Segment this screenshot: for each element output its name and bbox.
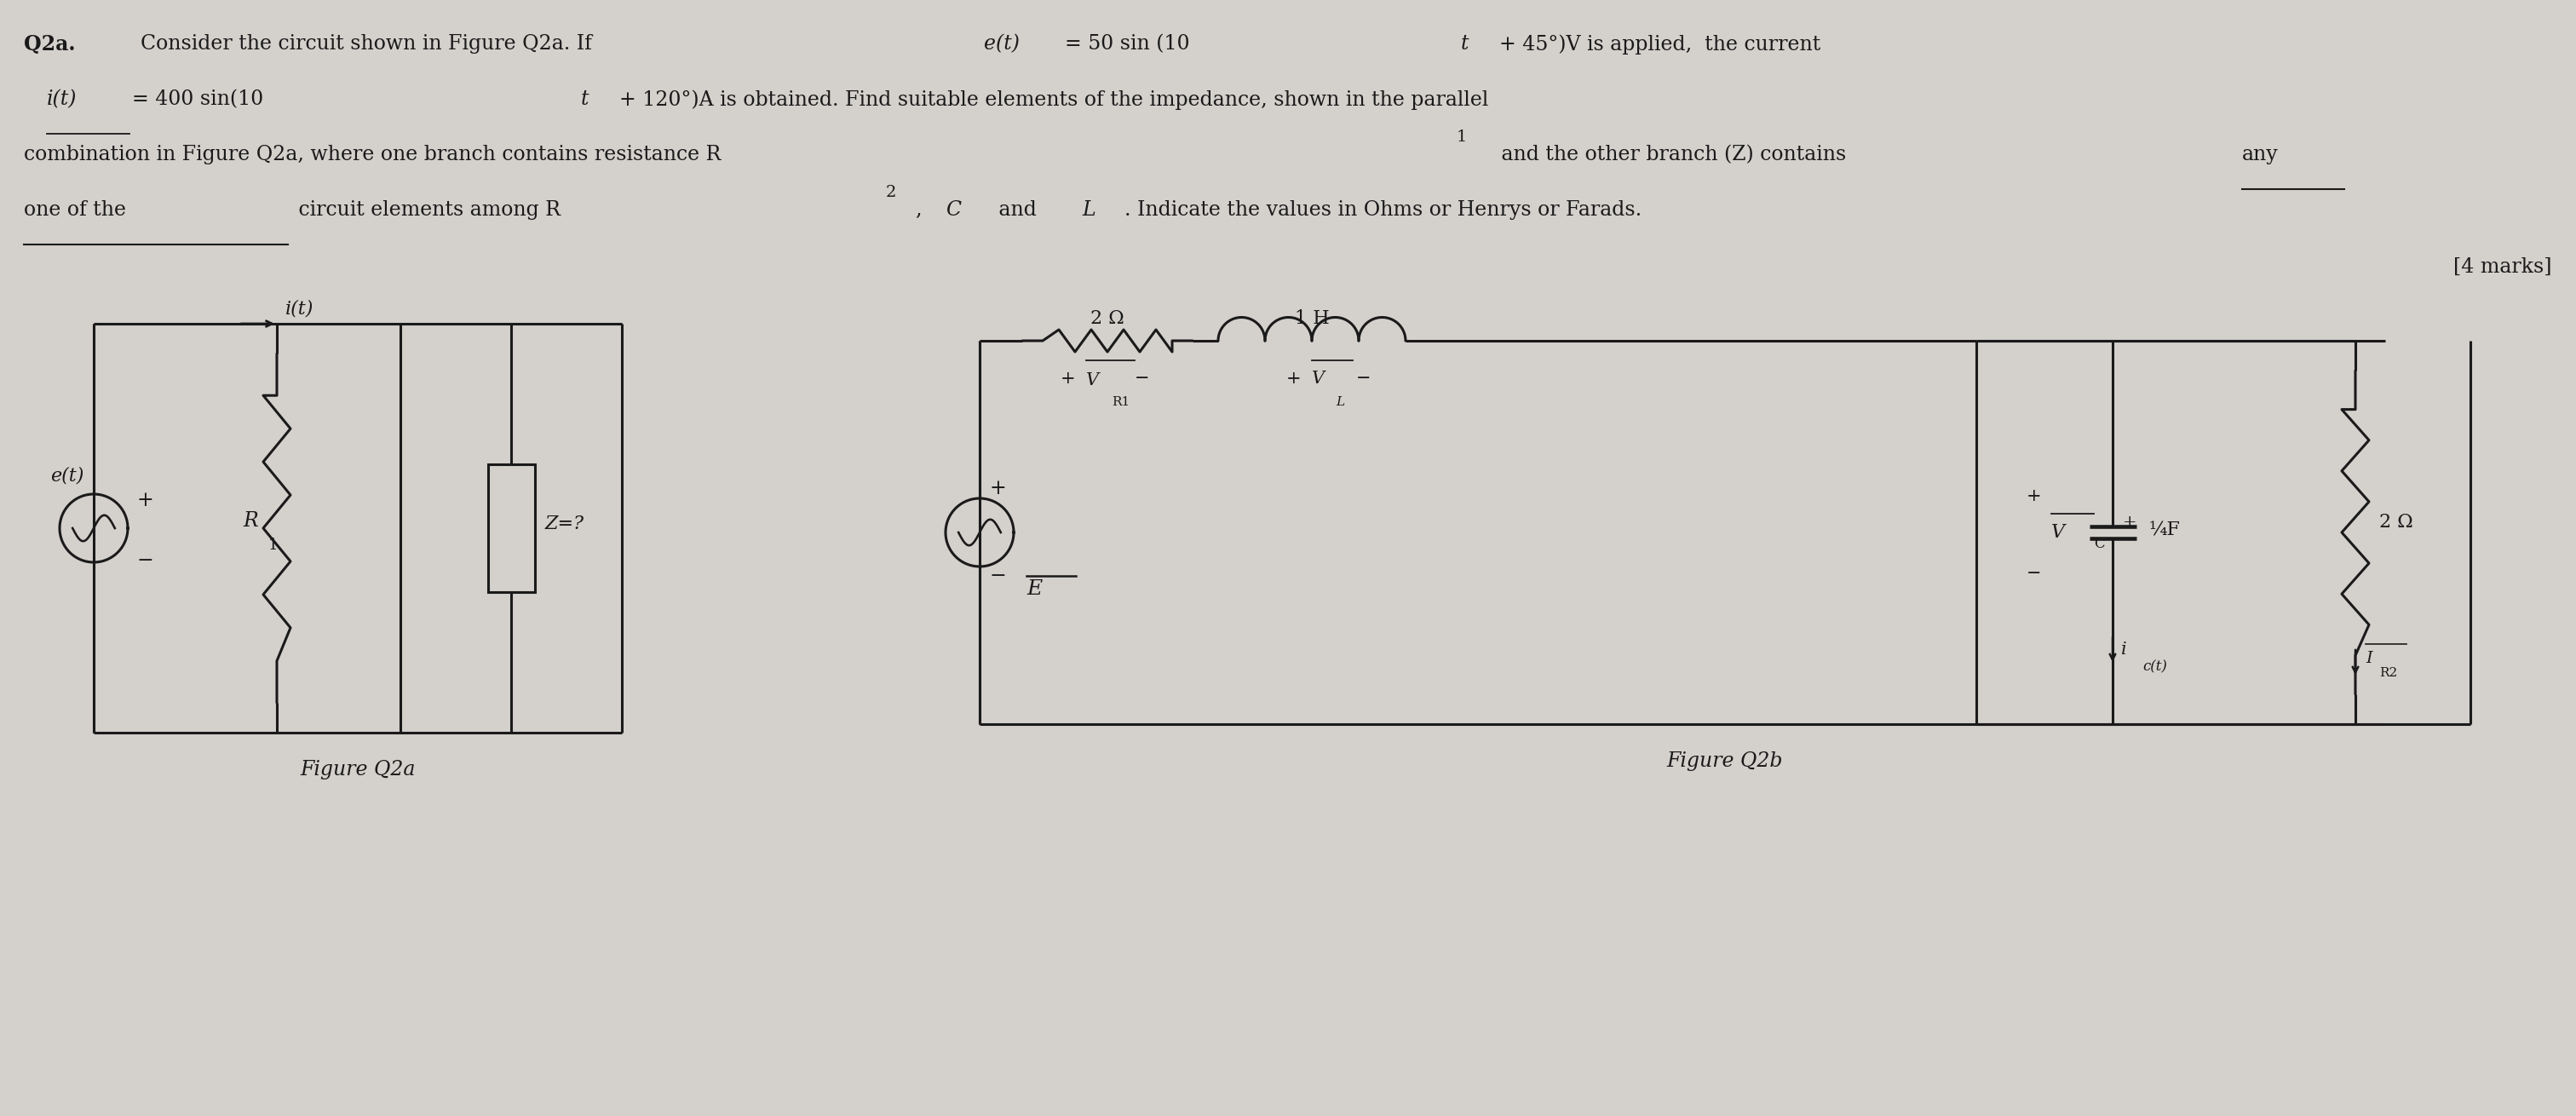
Text: Z=?: Z=? — [546, 514, 585, 533]
Text: V: V — [1087, 373, 1100, 388]
Text: −: − — [1133, 371, 1149, 387]
Text: e(t): e(t) — [49, 466, 82, 484]
Text: t: t — [1461, 35, 1468, 54]
Text: and the other branch (Z) contains: and the other branch (Z) contains — [1494, 145, 1852, 164]
Text: +: + — [2025, 489, 2040, 504]
Text: I: I — [2365, 651, 2372, 666]
Text: 1 H: 1 H — [1296, 309, 1329, 328]
Text: + 45°)V is applied,  the current: + 45°)V is applied, the current — [1499, 35, 1821, 54]
Text: Q2a.: Q2a. — [23, 35, 75, 55]
Text: any: any — [2241, 145, 2280, 164]
Text: C: C — [945, 200, 961, 220]
Text: i(t): i(t) — [286, 300, 314, 318]
Text: +: + — [1285, 371, 1301, 387]
Text: 1: 1 — [268, 538, 278, 552]
Text: . Indicate the values in Ohms or Henrys or Farads.: . Indicate the values in Ohms or Henrys … — [1126, 200, 1641, 220]
Text: and: and — [992, 200, 1043, 220]
Text: e(t): e(t) — [984, 35, 1020, 54]
Text: Figure Q2b: Figure Q2b — [1667, 751, 1783, 771]
Text: +: + — [1061, 371, 1077, 387]
Text: L: L — [1337, 396, 1345, 408]
Text: one of the: one of the — [23, 200, 126, 220]
Text: c(t): c(t) — [2143, 660, 2166, 674]
Text: ,: , — [914, 200, 935, 220]
Text: 1: 1 — [1455, 129, 1468, 145]
Text: E: E — [1025, 579, 1043, 599]
Text: V: V — [1311, 371, 1324, 387]
Text: combination in Figure Q2a, where one branch contains resistance R: combination in Figure Q2a, where one bra… — [23, 145, 721, 164]
Text: V: V — [2050, 523, 2066, 541]
Text: R: R — [242, 511, 258, 531]
Text: +: + — [2123, 514, 2138, 530]
Text: = 50 sin (10: = 50 sin (10 — [1064, 35, 1190, 54]
Text: i(t): i(t) — [46, 89, 77, 109]
Text: −: − — [989, 567, 1007, 587]
Text: [4 marks]: [4 marks] — [2452, 258, 2550, 277]
Text: −: − — [137, 551, 152, 570]
Text: C: C — [2094, 537, 2105, 551]
Text: + 120°)A is obtained. Find suitable elements of the impedance, shown in the para: + 120°)A is obtained. Find suitable elem… — [618, 89, 1489, 109]
Text: −: − — [1355, 371, 1370, 387]
Bar — [487, 464, 536, 593]
Text: ¼F: ¼F — [2148, 521, 2179, 540]
Text: −: − — [2027, 565, 2040, 581]
Text: 2 Ω: 2 Ω — [2380, 513, 2414, 531]
Text: +: + — [989, 479, 1007, 498]
Text: Consider the circuit shown in Figure Q2a. If: Consider the circuit shown in Figure Q2a… — [142, 35, 598, 54]
Text: Figure Q2a: Figure Q2a — [299, 760, 415, 779]
Text: = 400 sin(10: = 400 sin(10 — [131, 89, 263, 109]
Text: t: t — [582, 89, 590, 109]
Text: 2 Ω: 2 Ω — [1090, 309, 1123, 328]
Text: L: L — [1082, 200, 1095, 220]
Text: i: i — [2120, 642, 2128, 657]
Text: 2: 2 — [886, 185, 896, 200]
Text: R2: R2 — [2380, 667, 2398, 680]
Text: circuit elements among R: circuit elements among R — [291, 200, 562, 220]
Text: R1: R1 — [1113, 396, 1131, 408]
Text: +: + — [137, 491, 152, 511]
